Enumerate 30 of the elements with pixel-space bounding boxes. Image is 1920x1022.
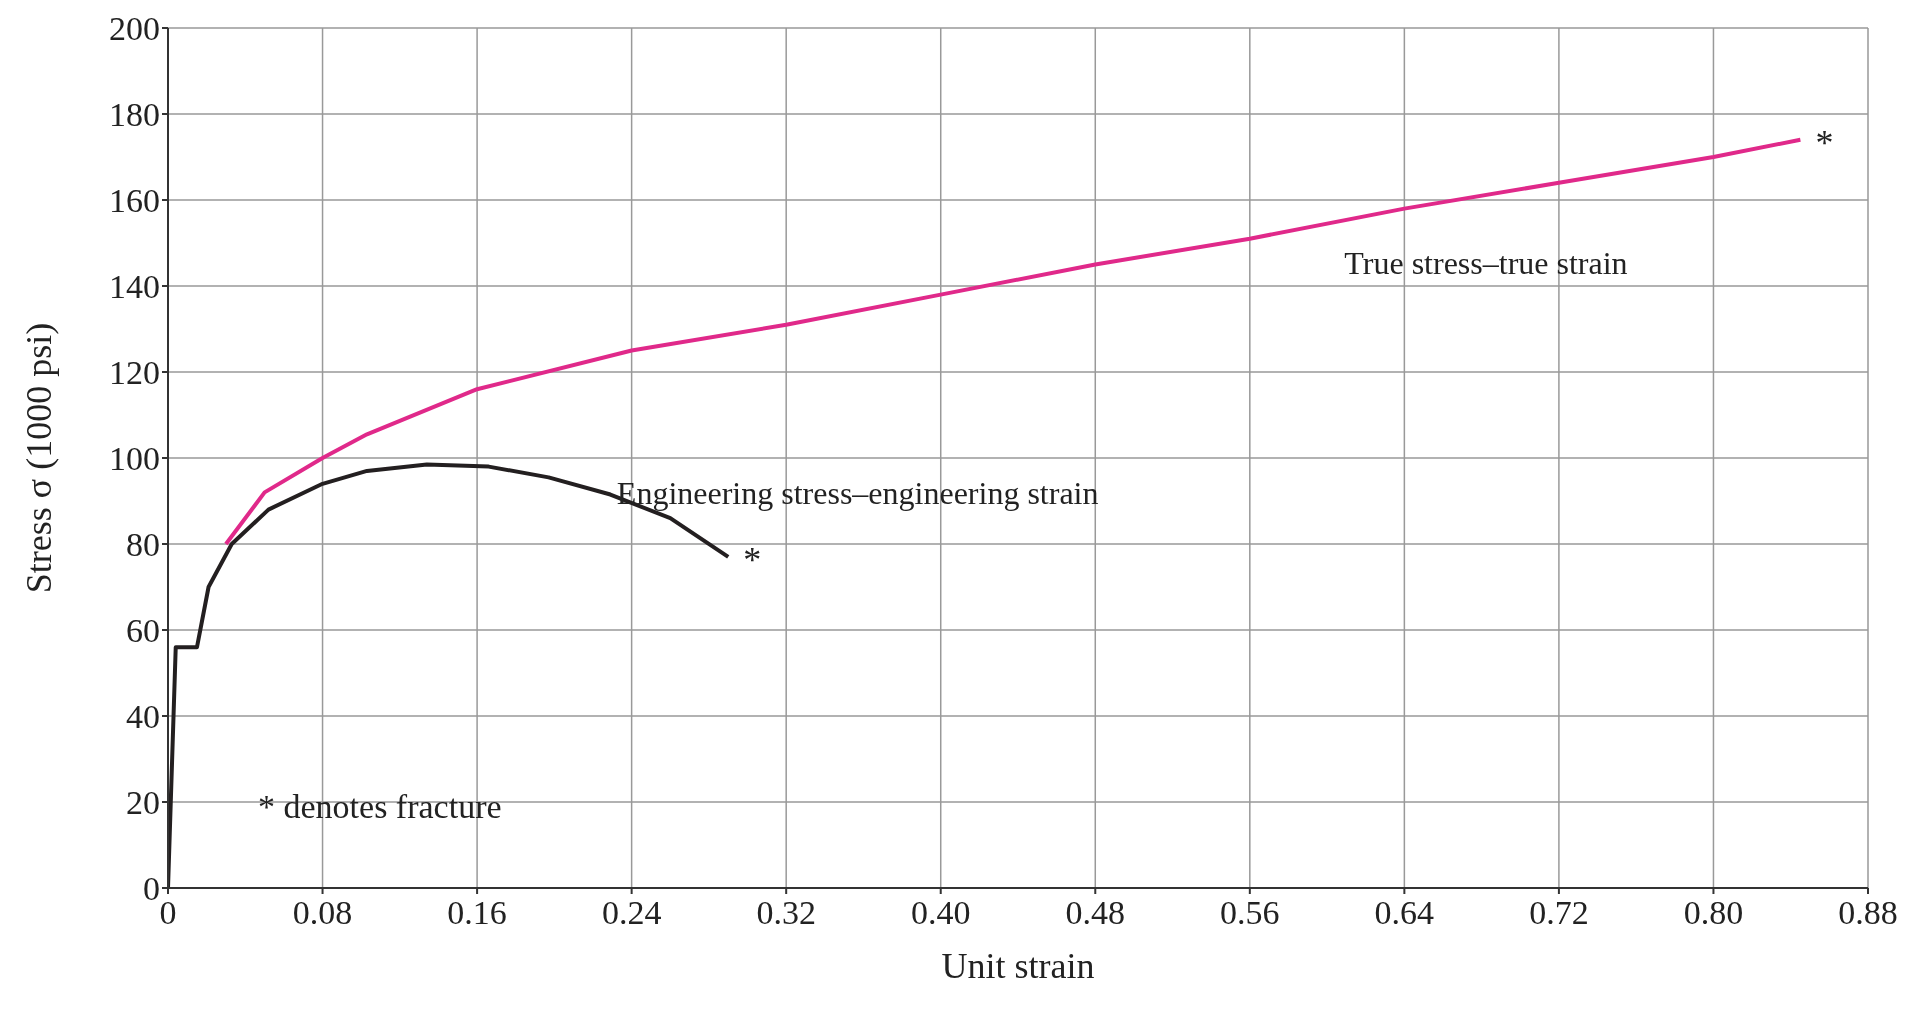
x-tick-label: 0.56 (1220, 894, 1280, 932)
x-tick-label: 0.64 (1374, 894, 1435, 932)
x-tick-label: 0.88 (1838, 894, 1898, 932)
series-label: Engineering stress–engineering strain (616, 475, 1099, 512)
y-tick-label: 100 (109, 440, 160, 478)
y-tick-label: 80 (126, 526, 160, 564)
x-tick-label: 0.24 (601, 894, 662, 932)
y-tick-label: 120 (109, 354, 160, 392)
y-axis-title: Stress σ (1000 psi) (18, 322, 59, 594)
x-tick-label: 0.08 (292, 894, 353, 932)
x-tick-label: 0.48 (1065, 894, 1126, 932)
line-series (223, 137, 1803, 546)
x-tick-label: 0.72 (1529, 894, 1589, 932)
y-tick-label: 200 (109, 10, 160, 48)
x-axis-title: Unit strain (941, 946, 1095, 986)
x-tick-label: 0.40 (910, 894, 971, 932)
y-tick-label: 160 (109, 182, 160, 220)
y-tick-label: 0 (143, 870, 160, 908)
x-tick-label: 0.16 (447, 894, 507, 932)
y-tick-label: 20 (126, 784, 160, 822)
y-tick-label: 180 (109, 96, 160, 134)
annotation: * (743, 539, 762, 580)
annotation: * denotes fracture (258, 788, 502, 826)
x-tick-label: 0.32 (756, 894, 816, 932)
series-label: True stress–true strain (1344, 244, 1628, 281)
x-tick-label: 0.80 (1683, 894, 1744, 932)
annotation: * (1815, 122, 1834, 163)
y-tick-label: 60 (126, 612, 160, 650)
y-tick-label: 40 (126, 698, 160, 736)
y-tick-label: 140 (109, 268, 160, 306)
